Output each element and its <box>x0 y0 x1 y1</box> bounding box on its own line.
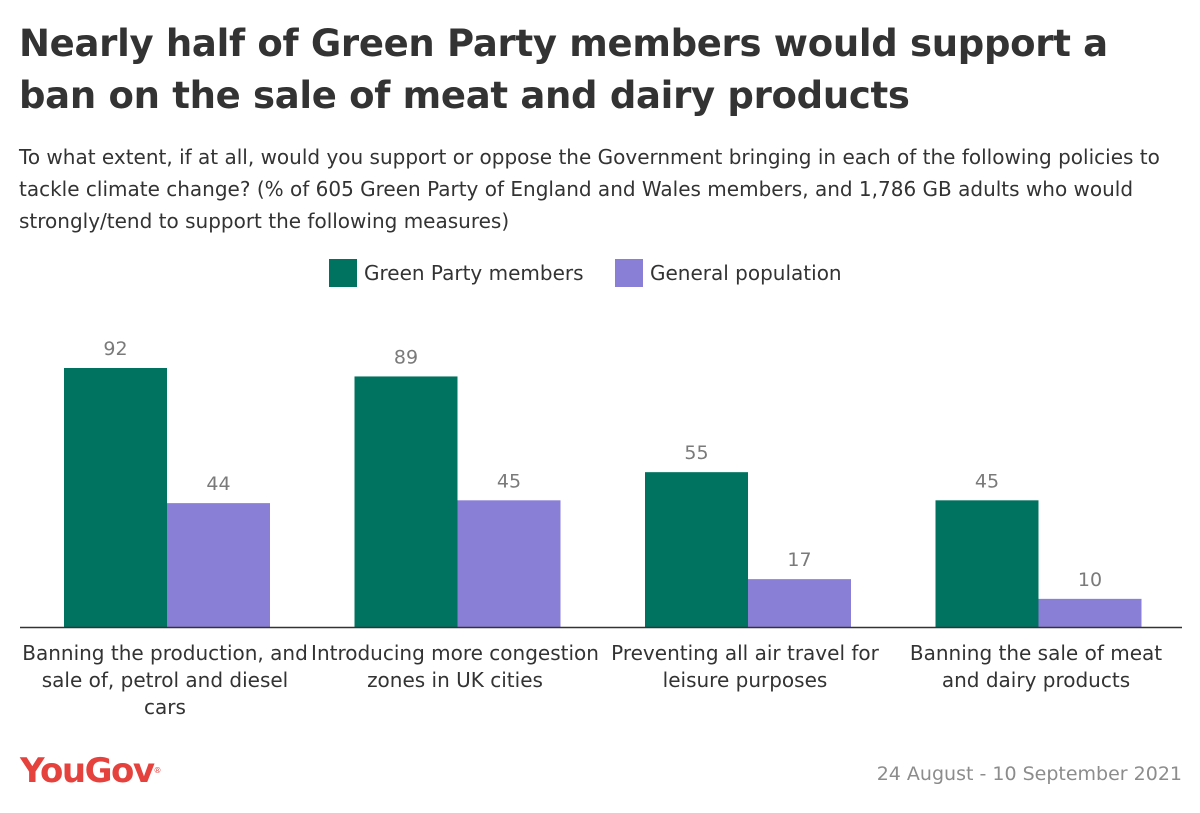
data-label-general-population-meat-dairy: 10 <box>1078 569 1102 591</box>
bar-green-party-air-travel <box>645 472 748 627</box>
bar-general-population-congestion-zones <box>457 500 561 627</box>
chart-subtitle: To what extent, if at all, would you sup… <box>19 145 1160 233</box>
bar-green-party-petrol-diesel-cars <box>64 368 167 627</box>
legend: Green Party members General population <box>0 258 1200 288</box>
data-label-green-party-meat-dairy: 45 <box>975 470 999 492</box>
data-label-green-party-congestion-zones: 89 <box>394 346 418 368</box>
yougov-logo-text: YouGov <box>20 751 155 791</box>
category-label-air-travel: Preventing all air travel for leisure pu… <box>611 641 879 692</box>
bar-green-party-congestion-zones <box>354 376 458 627</box>
bar-general-population-air-travel <box>748 579 851 627</box>
legend-label-green-party: Green Party members <box>364 261 584 285</box>
data-label-green-party-air-travel: 55 <box>684 442 708 464</box>
data-label-general-population-air-travel: 17 <box>787 549 811 571</box>
yougov-logo-registered-mark: ® <box>153 766 162 775</box>
category-label-petrol-diesel-cars: Banning the production, and sale of, pet… <box>22 641 308 719</box>
legend-label-general-population: General population <box>650 261 842 285</box>
category-label-congestion-zones: Introducing more congestion zones in UK … <box>311 641 599 692</box>
fieldwork-date: 24 August - 10 September 2021 <box>876 763 1182 785</box>
legend-swatch-general-population <box>615 259 643 287</box>
yougov-logo: YouGov® <box>20 749 162 793</box>
bar-general-population-petrol-diesel-cars <box>167 503 270 627</box>
data-label-general-population-petrol-diesel-cars: 44 <box>206 473 230 495</box>
category-label-meat-dairy: Banning the sale of meat and dairy produ… <box>909 641 1163 692</box>
bar-general-population-meat-dairy <box>1038 598 1142 627</box>
data-label-general-population-congestion-zones: 45 <box>497 470 521 492</box>
bar-green-party-meat-dairy <box>935 500 1039 627</box>
data-label-green-party-petrol-diesel-cars: 92 <box>103 338 127 360</box>
chart-title: Nearly half of Green Party members would… <box>19 22 1108 117</box>
legend-swatch-green-party <box>329 259 357 287</box>
